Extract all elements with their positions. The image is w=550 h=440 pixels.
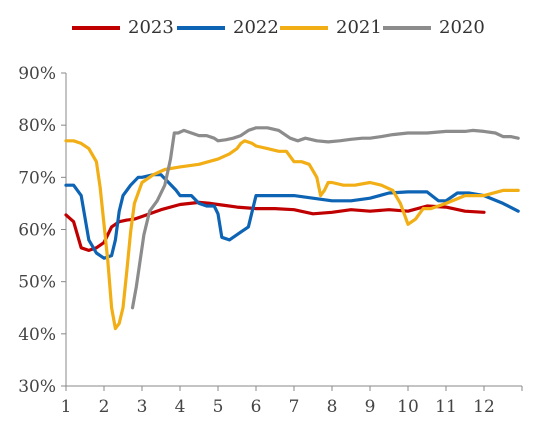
series-lines [64,126,520,331]
series-line-2023 [64,200,486,252]
y-tick-label: 40% [18,325,56,345]
legend-label-2023: 2023 [128,17,174,38]
axes: 30%40%50%60%70%80%90%1 2 3 4 5 6 7 8 9 10 11 12 [18,64,523,417]
x-tick-label: 10 [397,397,419,417]
series-line-2020 [130,126,520,310]
legend-item-2023: 2023 [72,18,174,38]
x-tick-label: 4 [175,397,186,417]
y-tick-label: 80% [18,116,56,136]
y-tick-label: 50% [18,273,56,293]
series-line-2022 [64,173,520,260]
legend-swatch-2021 [280,26,328,30]
legend-swatch-2022 [177,26,225,30]
x-tick-label: 8 [327,397,338,417]
y-tick-label: 90% [18,64,56,84]
x-tick-label: 1 [61,397,72,417]
x-tick-label: 7 [289,397,300,417]
x-tick-label: 6 [251,397,262,417]
chart-legend: 2023 2022 2021 2020 [0,0,550,40]
x-tick-label: 12 [473,397,495,417]
legend-label-2020: 2020 [439,17,485,38]
y-tick-label: 60% [18,221,56,241]
x-tick-label: 2 [99,397,110,417]
x-tick-label: 9 [365,397,376,417]
y-tick-label: 30% [18,377,56,397]
x-tick-label: 5 [213,397,224,417]
legend-label-2021: 2021 [336,17,382,38]
y-tick-label: 70% [18,168,56,188]
x-tick-label: 3 [137,397,148,417]
legend-item-2020: 2020 [383,18,485,38]
legend-swatch-2023 [72,26,120,30]
legend-swatch-2020 [383,26,431,30]
legend-item-2021: 2021 [280,18,382,38]
series-line-2021 [64,139,520,331]
x-tick-label: 11 [435,397,457,417]
legend-label-2022: 2022 [233,17,279,38]
legend-item-2022: 2022 [177,18,279,38]
